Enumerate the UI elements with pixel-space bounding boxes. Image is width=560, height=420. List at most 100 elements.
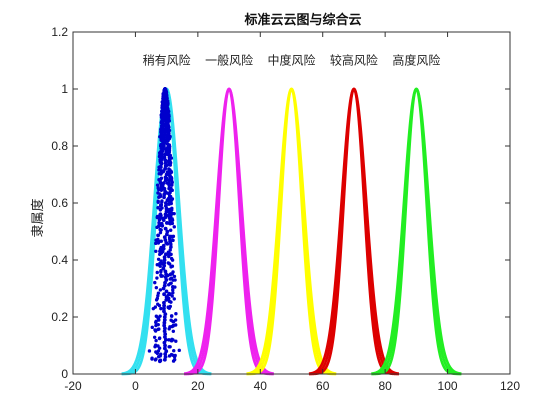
composite-cloud-drop: [164, 298, 169, 302]
composite-cloud-drop: [172, 297, 176, 301]
composite-cloud-drop: [167, 194, 172, 198]
cloud-curve-line: [183, 87, 275, 376]
composite-cloud-drop: [154, 238, 158, 242]
composite-cloud-drop: [164, 289, 169, 294]
plot-frame: [72, 31, 511, 375]
composite-cloud-drop: [163, 164, 168, 168]
composite-cloud-drop: [164, 124, 169, 128]
composite-cloud-drop: [168, 292, 172, 297]
composite-cloud-drop: [154, 323, 158, 328]
composite-cloud-drop: [156, 291, 161, 295]
composite-cloud-drop: [161, 246, 166, 251]
composite-cloud-drop: [168, 325, 172, 329]
composite-cloud-drop: [158, 249, 162, 254]
cloud-curve-line: [245, 87, 338, 376]
composite-cloud-drop: [163, 189, 168, 194]
composite-cloud-drop: [163, 352, 168, 356]
composite-cloud-drop: [162, 263, 167, 268]
composite-cloud-drop: [171, 329, 176, 334]
composite-cloud-drop: [163, 212, 168, 217]
composite-cloud-drop: [157, 327, 161, 331]
composite-cloud-drop: [168, 168, 172, 172]
composite-cloud-drop: [161, 169, 166, 174]
composite-cloud-drop: [150, 325, 154, 330]
composite-cloud-drop: [164, 349, 169, 354]
composite-cloud-drop: [162, 186, 167, 191]
composite-cloud-drop: [162, 92, 167, 97]
composite-cloud-drop: [159, 134, 163, 138]
composite-cloud-drop: [163, 161, 168, 166]
composite-cloud-drop: [164, 146, 169, 151]
composite-cloud-drop: [169, 265, 173, 269]
composite-cloud-drop: [159, 306, 163, 311]
composite-cloud-drop: [156, 199, 160, 203]
cloud-curve-line: [183, 87, 275, 376]
risk-label: 中度风险: [267, 53, 315, 68]
composite-cloud-drop: [158, 154, 163, 158]
cloud-curve-line: [307, 87, 400, 375]
composite-cloud-drop: [162, 303, 167, 308]
composite-cloud-drop: [155, 214, 160, 219]
composite-cloud-drop: [161, 243, 166, 248]
composite-cloud-drop: [162, 315, 167, 319]
composite-cloud-drop: [154, 298, 159, 302]
composite-cloud-drop: [169, 276, 174, 280]
composite-cloud-drop: [168, 210, 173, 215]
x-tick-label: 120: [500, 379, 520, 393]
composite-cloud-drop: [168, 153, 173, 158]
composite-cloud-drop: [158, 288, 163, 292]
composite-cloud-drop: [161, 218, 166, 223]
composite-cloud-drop: [164, 209, 169, 214]
y-tick-label: 0.8: [51, 139, 68, 153]
composite-cloud-drop: [163, 129, 167, 134]
composite-cloud-drop: [167, 262, 172, 266]
composite-cloud-drop: [163, 312, 168, 317]
composite-cloud-drop: [162, 306, 166, 311]
composite-cloud-drop: [160, 249, 165, 254]
composite-cloud-drop: [169, 245, 173, 249]
composite-cloud-drop: [172, 357, 177, 362]
composite-cloud-drop: [157, 336, 162, 341]
y-tick-label: 0.2: [51, 310, 68, 324]
composite-cloud-drop: [167, 116, 171, 120]
composite-cloud-drop: [171, 285, 175, 290]
composite-cloud-drop: [162, 132, 167, 137]
composite-cloud-drop: [164, 121, 169, 126]
composite-cloud-drop: [159, 274, 163, 278]
composite-cloud-drop: [156, 241, 161, 245]
x-tick-label: 20: [191, 379, 205, 393]
composite-cloud-drop: [164, 172, 169, 177]
composite-cloud-drop: [158, 165, 162, 169]
composite-cloud-drop: [162, 192, 167, 197]
composite-cloud-drop: [167, 283, 171, 287]
composite-cloud-drop: [147, 349, 152, 353]
x-tick-label: -20: [64, 379, 82, 393]
composite-cloud-drop: [172, 348, 176, 353]
composite-cloud-drop: [157, 359, 162, 363]
x-tick-label: 80: [378, 379, 392, 393]
composite-cloud-drop: [169, 201, 173, 206]
composite-cloud-drop: [165, 221, 169, 225]
composite-cloud-drop: [161, 112, 165, 117]
composite-cloud-drop: [159, 149, 164, 154]
composite-cloud-drop: [162, 323, 167, 328]
composite-cloud-drop: [165, 107, 169, 111]
composite-cloud-drop: [171, 291, 175, 295]
composite-cloud-drop: [165, 136, 169, 140]
composite-cloud-drop: [167, 299, 172, 304]
composite-cloud-drop: [162, 309, 166, 314]
x-tick-label: 40: [254, 379, 268, 393]
composite-cloud-drop: [166, 213, 170, 218]
cloud-curve: [370, 87, 463, 376]
composite-cloud-drop: [160, 223, 165, 228]
y-tick-label: 0: [61, 367, 68, 381]
composite-cloud-drop: [168, 239, 172, 244]
cloud-curve-line: [370, 87, 463, 375]
composite-cloud-drop: [158, 212, 163, 216]
composite-cloud-drop: [173, 353, 177, 358]
composite-cloud-drop: [154, 285, 159, 290]
composite-cloud-drop: [167, 181, 171, 185]
composite-cloud-drop: [156, 233, 160, 238]
composite-cloud-drop: [162, 89, 167, 94]
composite-cloud-drop: [163, 178, 168, 183]
